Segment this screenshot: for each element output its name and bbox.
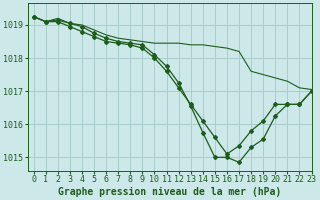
X-axis label: Graphe pression niveau de la mer (hPa): Graphe pression niveau de la mer (hPa) [58, 186, 281, 197]
